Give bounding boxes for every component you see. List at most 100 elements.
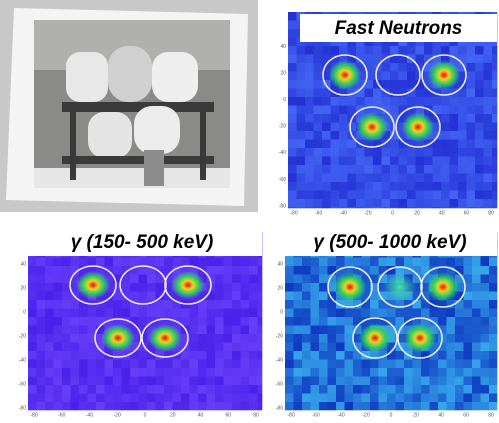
heatmap-cell <box>190 309 199 318</box>
heatmap-cell <box>28 292 37 301</box>
heatmap-cell <box>305 72 314 81</box>
heatmap-cell <box>96 360 105 369</box>
heatmap-cell <box>319 351 328 360</box>
heatmap-cell <box>370 258 379 267</box>
heatmap-cell <box>258 360 263 369</box>
heatmap-cell <box>328 351 337 360</box>
heatmap-cell <box>481 266 490 275</box>
heatmap-cell <box>467 182 476 191</box>
heatmap-cell <box>105 360 114 369</box>
heatmap-cell <box>319 343 328 352</box>
heatmap-cell <box>489 402 497 410</box>
heatmap-cell <box>348 148 357 157</box>
heatmap-cell <box>311 368 320 377</box>
heatmap-cell <box>297 97 306 106</box>
heatmap-cell <box>305 106 314 115</box>
heatmap-cell <box>156 283 165 292</box>
heatmap-cell <box>62 394 71 403</box>
heatmap-cell <box>416 208 425 209</box>
heatmap-cell <box>399 208 408 209</box>
heatmap-cell <box>319 334 328 343</box>
heatmap-cell <box>198 317 207 326</box>
heatmap-cell <box>294 326 303 335</box>
heatmap-cell <box>345 317 354 326</box>
heatmap-cell <box>79 385 88 394</box>
heatmap-cell <box>339 114 348 123</box>
heatmap-cell <box>328 402 337 410</box>
heatmap-cell <box>481 292 490 301</box>
heatmap-cell <box>297 140 306 149</box>
heatmap-cell <box>139 283 148 292</box>
heatmap-cell <box>173 377 182 386</box>
heatmap-cell <box>450 182 459 191</box>
heatmap-cell <box>54 360 63 369</box>
heatmap-cell <box>311 283 320 292</box>
heatmap-cell <box>421 309 430 318</box>
heatmap-cell <box>362 385 371 394</box>
heatmap-cell <box>404 385 413 394</box>
heatmap-cell <box>71 360 80 369</box>
heatmap-cell <box>96 258 105 267</box>
heatmap-cell <box>407 165 416 174</box>
heatmap-cell <box>322 55 331 64</box>
hotspot <box>171 271 206 300</box>
heatmap-cell <box>362 377 371 386</box>
heatmap-cell <box>224 300 233 309</box>
heatmap-cell <box>387 385 396 394</box>
heatmap-cell <box>297 46 306 55</box>
heatmap-cell <box>475 182 484 191</box>
heatmap-cell <box>156 360 165 369</box>
heatmap-cell <box>450 165 459 174</box>
heatmap-cell <box>328 360 337 369</box>
heatmap-cell <box>416 89 425 98</box>
heatmap-cell <box>356 46 365 55</box>
heatmap-cell <box>328 385 337 394</box>
heatmap-cell <box>79 368 88 377</box>
heatmap-cell <box>455 326 464 335</box>
heatmap-cell <box>96 368 105 377</box>
heatmap-cell <box>314 174 323 183</box>
heatmap-cell <box>288 63 297 72</box>
heatmap-cell <box>348 97 357 106</box>
heatmap-cell <box>319 385 328 394</box>
heatmap-cell <box>54 309 63 318</box>
heatmap-cell <box>302 258 311 267</box>
heatmap-cell <box>430 360 439 369</box>
x-tick-label: 40 <box>439 210 445 216</box>
heatmap-cell <box>447 258 456 267</box>
heatmap-cell <box>297 191 306 200</box>
heatmap-cell <box>331 148 340 157</box>
heatmap-cell <box>45 385 54 394</box>
heatmap-cell <box>472 309 481 318</box>
heatmap-cell <box>224 326 233 335</box>
heatmap-cell <box>413 402 422 410</box>
heatmap-cell <box>424 46 433 55</box>
y-tick-label: 0 <box>23 309 26 315</box>
heatmap-cell <box>302 292 311 301</box>
heatmap-cell <box>336 317 345 326</box>
heatmap-cell <box>139 266 148 275</box>
heatmap-cell <box>37 351 46 360</box>
x-tick-label: -40 <box>86 412 93 418</box>
heatmap-cell <box>430 377 439 386</box>
heatmap-cell <box>105 258 114 267</box>
heatmap-cell <box>489 343 497 352</box>
heatmap-cell <box>62 368 71 377</box>
heatmap-cell <box>288 157 297 166</box>
heatmap-cell <box>215 266 224 275</box>
heatmap-cell <box>455 368 464 377</box>
heatmap-cell <box>241 300 250 309</box>
heatmap-cell <box>181 309 190 318</box>
heatmap-cell <box>382 97 391 106</box>
heatmap-cell <box>399 148 408 157</box>
heatmap-cell <box>139 360 148 369</box>
heatmap-cell <box>322 46 331 55</box>
heatmap-cell <box>373 208 382 209</box>
heatmap-cell <box>215 309 224 318</box>
hotspot <box>356 112 389 142</box>
heatmap-cell <box>190 351 199 360</box>
heatmap-cell <box>62 258 71 267</box>
heatmap-cell <box>45 343 54 352</box>
heatmap-cell <box>450 131 459 140</box>
heatmap-cell <box>130 394 139 403</box>
